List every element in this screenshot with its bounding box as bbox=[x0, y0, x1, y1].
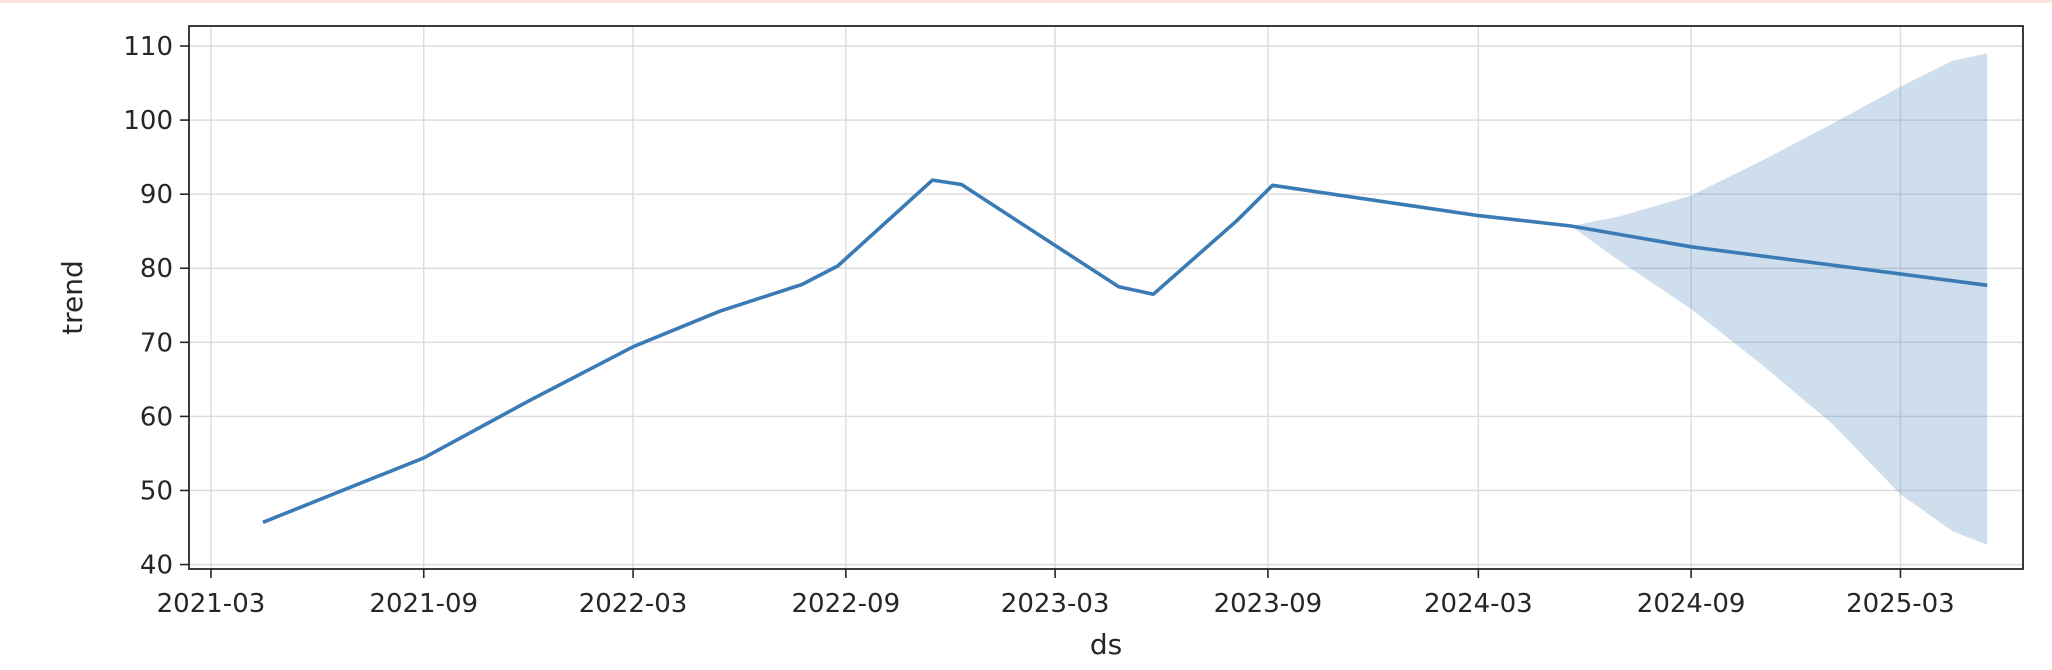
y-tick-label: 60 bbox=[140, 402, 173, 432]
x-tick-label: 2021-03 bbox=[157, 589, 266, 619]
x-tick-label: 2021-09 bbox=[369, 589, 478, 619]
x-axis-label: ds bbox=[1090, 628, 1122, 661]
y-axis: 40 50 60 70 80 90 100 110 bbox=[123, 32, 189, 581]
x-tick-label: 2025-03 bbox=[1846, 589, 1955, 619]
x-tick-label: 2023-03 bbox=[1001, 589, 1110, 619]
y-axis-label: trend bbox=[56, 260, 89, 335]
trend-line bbox=[262, 178, 1988, 524]
x-tick-label: 2022-09 bbox=[791, 589, 900, 619]
y-tick-label: 90 bbox=[140, 180, 173, 210]
x-tick-label: 2024-09 bbox=[1637, 589, 1746, 619]
grid-lines bbox=[189, 26, 2023, 569]
y-tick-label: 100 bbox=[123, 106, 173, 136]
top-accent-line bbox=[0, 0, 2052, 3]
uncertainty-band bbox=[1570, 53, 1988, 545]
x-axis: 2021-03 2021-09 2022-03 2022-09 2023-03 2023-… bbox=[157, 569, 1955, 619]
y-tick-label: 80 bbox=[140, 254, 173, 284]
x-tick-label: 2024-03 bbox=[1424, 589, 1533, 619]
y-tick-label: 50 bbox=[140, 476, 173, 506]
axes-frame bbox=[188, 25, 2024, 570]
y-tick-label: 40 bbox=[140, 551, 173, 581]
x-tick-label: 2022-03 bbox=[579, 589, 688, 619]
x-tick-label: 2023-09 bbox=[1214, 589, 1323, 619]
y-tick-label: 70 bbox=[140, 328, 173, 358]
y-tick-label: 110 bbox=[123, 32, 173, 62]
